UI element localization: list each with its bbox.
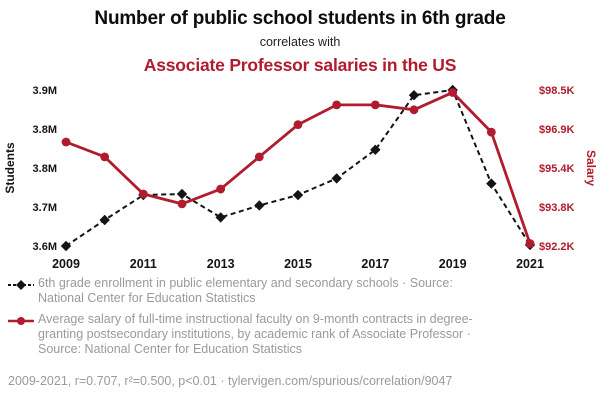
data-point-enrollment	[60, 240, 72, 252]
right-axis-tick-label: $95.4K	[539, 163, 575, 175]
data-point-salary	[525, 239, 535, 248]
data-point-salary	[216, 184, 226, 194]
legend: 6th grade enrollment in public elementar…	[8, 276, 592, 362]
x-axis-tick-label: 2021	[516, 257, 544, 271]
chart-title: Number of public school students in 6th …	[94, 8, 506, 29]
left-axis-tick-label: 3.7M	[33, 202, 57, 214]
right-axis-tick-label: $96.9K	[539, 124, 575, 136]
left-axis-tick-label: 3.6M	[33, 241, 57, 253]
chart-header: Number of public school students in 6th …	[0, 0, 600, 76]
x-axis-tick-label: 2019	[439, 257, 467, 271]
data-point-salary	[486, 127, 496, 137]
left-axis-title: Students	[3, 142, 17, 194]
right-axis-tick-label: $98.5K	[539, 85, 575, 97]
data-point-salary	[448, 88, 458, 97]
x-axis-tick-label: 2009	[52, 257, 80, 271]
data-point-enrollment	[486, 178, 497, 189]
right-axis-title: Salary	[584, 150, 598, 186]
stats-footer: 2009-2021, r=0.707, r²=0.500, p<0.01 · t…	[8, 374, 453, 388]
x-axis-tick-label: 2013	[207, 257, 235, 271]
legend-entry-salary: Average salary of full-time instructiona…	[8, 312, 592, 358]
data-point-enrollment	[331, 173, 342, 184]
data-point-enrollment	[215, 212, 226, 223]
left-axis-tick-label: 3.9M	[33, 85, 57, 97]
chart-svg: 3.6M 3.7M 3.8M 3.8M 3.9M $92.2K $93.8K $95.4K $9…	[3, 84, 598, 271]
x-axis-tick-label: 2011	[130, 257, 157, 271]
data-point-salary	[332, 100, 342, 110]
data-point-salary	[254, 152, 264, 162]
correlates-with-label: correlates with	[259, 34, 341, 49]
legend-text-enrollment: 6th grade enrollment in public elementar…	[38, 276, 453, 306]
x-axis-tick-label: 2015	[284, 257, 312, 271]
chart-subtitle: Associate Professor salaries in the US	[143, 54, 457, 75]
series-line-enrollment	[65, 88, 531, 247]
data-point-salary	[409, 105, 419, 115]
red-circle-line-icon	[8, 312, 38, 327]
data-point-salary	[293, 120, 303, 130]
data-point-enrollment	[254, 200, 265, 211]
data-point-salary	[61, 137, 71, 147]
right-axis-tick-label: $93.8K	[539, 202, 575, 214]
data-point-enrollment	[99, 214, 110, 226]
data-point-enrollment	[370, 144, 381, 155]
data-point-salary	[138, 189, 148, 199]
chart-area: 3.6M 3.7M 3.8M 3.8M 3.9M $92.2K $93.8K $95.4K $9…	[0, 76, 600, 272]
data-point-salary	[100, 152, 110, 162]
legend-text-salary: Average salary of full-time instructiona…	[38, 311, 473, 357]
left-axis-tick-label: 3.8M	[33, 124, 57, 136]
left-axis-tick-label: 3.8M	[33, 163, 57, 175]
x-axis-tick-label: 2017	[361, 257, 389, 271]
legend-entry-enrollment: 6th grade enrollment in public elementar…	[8, 276, 592, 307]
data-point-salary	[370, 100, 380, 110]
data-point-enrollment	[292, 189, 304, 201]
right-axis-tick-label: $92.2K	[539, 241, 575, 253]
data-point-salary	[177, 199, 187, 209]
data-point-enrollment	[176, 188, 188, 200]
series-line-salary	[65, 90, 532, 244]
black-diamond-dashed-icon	[8, 276, 38, 291]
